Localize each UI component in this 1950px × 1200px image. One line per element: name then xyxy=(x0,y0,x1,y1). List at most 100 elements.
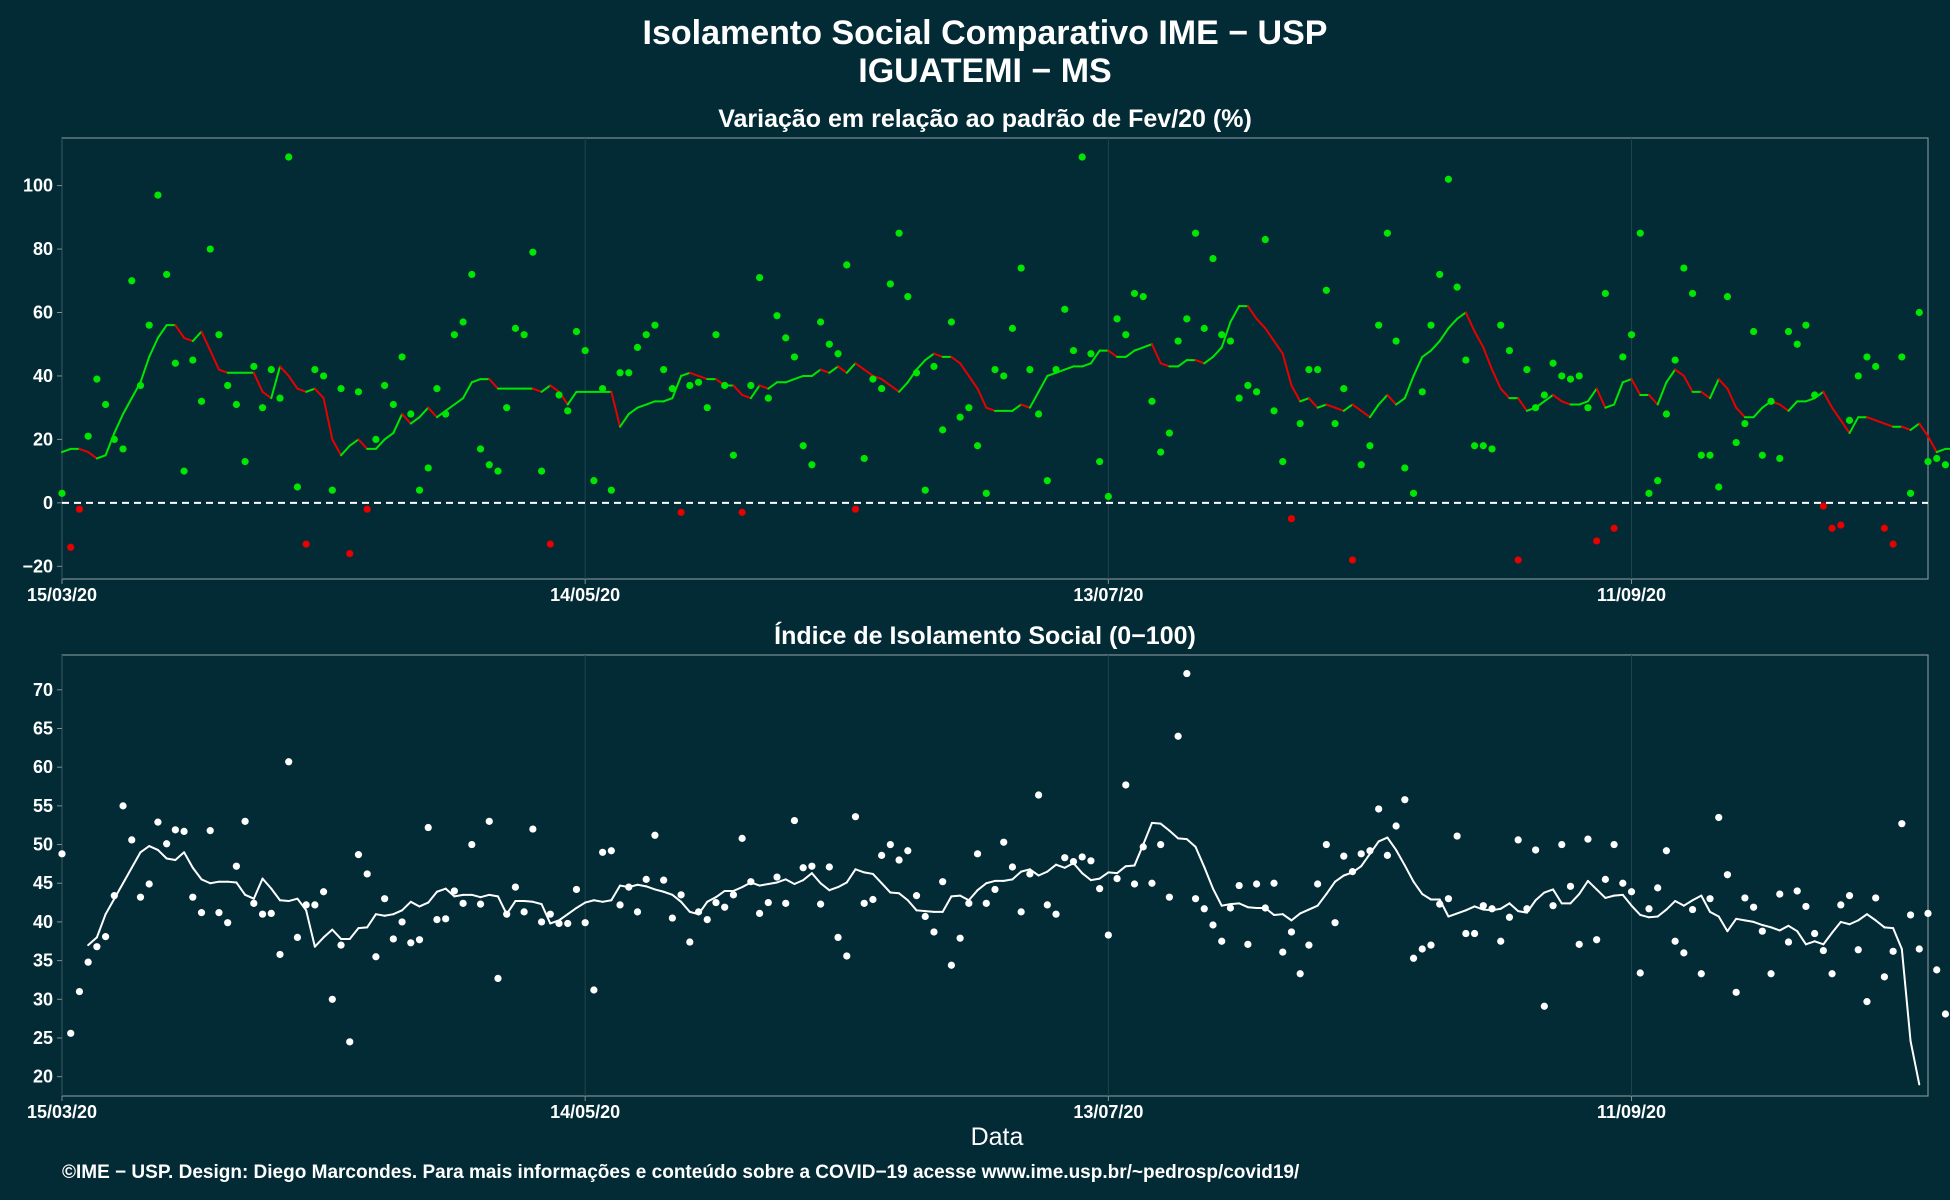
variation-data-point xyxy=(1427,321,1435,329)
index-data-point xyxy=(729,891,738,899)
index-average-segment xyxy=(1796,930,1807,946)
variation-average-segment xyxy=(1203,355,1214,365)
variation-data-point xyxy=(1505,346,1514,355)
index-data-point xyxy=(1462,929,1470,938)
variation-average-segment xyxy=(1613,381,1624,406)
index-data-point xyxy=(1558,840,1566,849)
index-average-segment xyxy=(976,882,988,892)
variation-average-segment xyxy=(1778,403,1790,412)
index-data-point xyxy=(1697,970,1705,978)
variation-data-point xyxy=(1305,366,1313,374)
variation-average-segment xyxy=(1865,416,1877,422)
index-average-segment xyxy=(435,887,447,893)
variation-data-point xyxy=(912,369,921,377)
variation-data-point xyxy=(1418,388,1426,396)
variation-data-point xyxy=(101,400,110,409)
variation-data-point xyxy=(1113,315,1121,323)
index-average-segment xyxy=(244,893,255,900)
index-average-segment xyxy=(1848,919,1860,926)
index-data-point xyxy=(1453,832,1461,840)
index-average-segment xyxy=(558,913,569,922)
variation-data-point xyxy=(1872,362,1880,371)
variation-data-point xyxy=(1845,416,1854,424)
index-data-point xyxy=(738,834,746,842)
index-data-point xyxy=(773,873,781,881)
variation-data-point xyxy=(1165,429,1173,437)
variation-data-point xyxy=(1287,515,1296,523)
variation-panel: Variação em relação ao padrão de Fev/20 … xyxy=(22,105,1950,605)
variation-average-segment xyxy=(1429,340,1441,352)
variation-data-point xyxy=(1314,366,1322,374)
index-data-point xyxy=(703,916,711,924)
index-data-point xyxy=(354,851,363,859)
variation-data-point xyxy=(1191,229,1200,237)
index-average-segment xyxy=(1595,888,1607,899)
variation-data-point xyxy=(869,375,877,383)
variation-average-segment xyxy=(61,447,72,454)
index-data-point xyxy=(311,901,319,909)
index-data-point xyxy=(1532,846,1540,854)
variation-data-point xyxy=(817,318,825,326)
index-data-point xyxy=(1252,880,1261,888)
index-data-point xyxy=(250,899,258,907)
variation-data-point xyxy=(119,445,127,453)
variation-data-point xyxy=(1026,366,1034,374)
index-average-segment xyxy=(584,899,595,904)
index-average-segment xyxy=(1177,837,1188,841)
variation-data-point xyxy=(1401,464,1409,472)
index-data-point xyxy=(398,918,406,926)
index-data-point xyxy=(1401,796,1409,804)
index-average-segment xyxy=(1037,870,1049,877)
index-data-point xyxy=(1209,921,1217,929)
index-data-point xyxy=(1619,879,1627,887)
index-average-segment xyxy=(950,894,962,898)
variation-average-segment xyxy=(1142,343,1153,349)
index-average-segment xyxy=(296,897,308,912)
variation-average-segment xyxy=(409,416,421,425)
variation-data-point xyxy=(546,540,554,548)
index-y-tick-label: 45 xyxy=(33,873,53,893)
variation-average-segment xyxy=(1063,365,1075,371)
variation-data-point xyxy=(930,362,938,371)
variation-average-segment xyxy=(1273,340,1284,355)
index-data-point xyxy=(503,910,511,918)
variation-data-point xyxy=(973,442,982,450)
variation-data-point xyxy=(354,388,363,396)
variation-data-point xyxy=(1409,489,1418,497)
variation-average-segment xyxy=(1595,387,1607,409)
index-average-segment xyxy=(1246,906,1258,909)
index-average-segment xyxy=(1185,838,1197,848)
variation-average-segment xyxy=(898,381,909,393)
variation-average-segment xyxy=(531,387,543,393)
variation-data-point xyxy=(450,331,458,339)
index-data-point xyxy=(276,950,284,959)
variation-data-point xyxy=(197,397,206,405)
variation-average-segment xyxy=(209,349,220,371)
index-average-segment xyxy=(1909,1040,1921,1086)
variation-data-point xyxy=(1383,229,1391,237)
variation-data-point xyxy=(799,442,807,450)
variation-average-segment xyxy=(1935,447,1947,454)
index-average-segment xyxy=(1804,940,1816,946)
variation-average-segment xyxy=(1874,419,1886,425)
index-average-segment xyxy=(1168,829,1180,840)
variation-data-point xyxy=(1802,321,1810,329)
variation-average-segment xyxy=(1717,378,1729,390)
index-average-segment xyxy=(1770,926,1781,932)
index-data-point xyxy=(1270,879,1278,887)
index-average-segment xyxy=(924,910,935,913)
variation-data-point xyxy=(302,540,310,548)
variation-data-point xyxy=(633,343,642,351)
index-data-point xyxy=(921,912,929,921)
variation-data-point xyxy=(1200,324,1208,332)
variation-data-point xyxy=(1392,337,1400,345)
index-average-segment xyxy=(889,891,901,895)
variation-average-segment xyxy=(1665,368,1677,384)
variation-average-segment xyxy=(261,390,273,400)
variation-average-segment xyxy=(1334,406,1345,412)
variation-average-segment xyxy=(985,406,996,412)
variation-data-point xyxy=(1732,438,1740,447)
index-data-point xyxy=(1723,871,1732,879)
index-average-segment xyxy=(488,893,499,898)
variation-average-segment xyxy=(1124,349,1136,358)
